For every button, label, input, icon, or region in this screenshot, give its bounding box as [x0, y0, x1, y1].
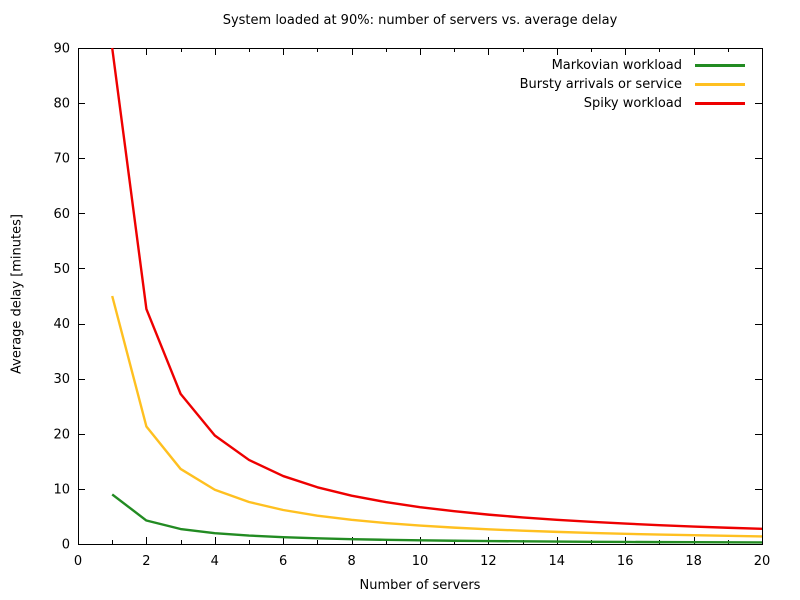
x-axis-label: Number of servers: [359, 578, 481, 593]
x-tick-label: 0: [74, 554, 82, 569]
legend-label: Spiky workload: [583, 96, 682, 111]
legend-line-sample-markovian: [695, 64, 745, 67]
series-line-1: [111, 295, 763, 538]
y-tick-label: 90: [53, 42, 70, 57]
y-tick-label: 80: [53, 97, 70, 112]
y-tick-label: 20: [53, 427, 70, 442]
legend-line-sample-spiky: [695, 102, 745, 105]
legend-entry-spiky: Spiky workload: [520, 94, 745, 113]
x-tick-label: 4: [211, 554, 219, 569]
x-tick-label: 20: [754, 554, 771, 569]
series-line-2: [111, 47, 763, 530]
series-line-0: [111, 493, 763, 544]
legend-label: Bursty arrivals or service: [519, 77, 682, 92]
legend-line-sample-bursty: [695, 83, 745, 86]
y-axis-label: Average delay [minutes]: [9, 214, 25, 374]
y-tick-label: 40: [53, 317, 70, 332]
y-tick-label: 0: [62, 538, 70, 553]
legend-entry-bursty: Bursty arrivals or service: [520, 75, 745, 94]
y-tick-label: 60: [53, 207, 70, 222]
legend-entry-markovian: Markovian workload: [520, 56, 745, 75]
x-tick-label: 14: [549, 554, 566, 569]
y-tick-label: 30: [53, 372, 70, 387]
x-tick-label: 6: [279, 554, 287, 569]
y-tick-label: 10: [53, 482, 70, 497]
y-tick-label: 70: [53, 152, 70, 167]
y-tick-label: 50: [53, 262, 70, 277]
x-tick-label: 10: [412, 554, 429, 569]
legend-label: Markovian workload: [551, 58, 682, 73]
chart-title: System loaded at 90%: number of servers …: [222, 13, 618, 28]
x-tick-label: 2: [142, 554, 150, 569]
x-tick-label: 16: [617, 554, 634, 569]
x-tick-label: 18: [685, 554, 702, 569]
x-tick-label: 8: [347, 554, 355, 569]
legend: Markovian workload Bursty arrivals or se…: [520, 56, 745, 113]
axes: [78, 48, 763, 545]
x-tick-label: 12: [480, 554, 497, 569]
